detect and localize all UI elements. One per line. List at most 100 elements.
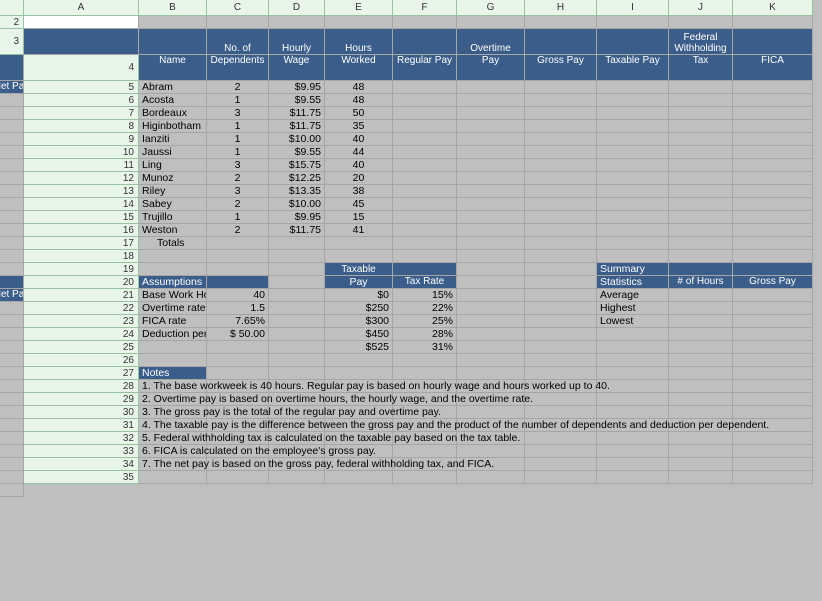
cell-E35[interactable] — [393, 471, 457, 484]
cell-F22[interactable] — [457, 302, 525, 315]
cell-A5[interactable]: Abram — [139, 81, 207, 94]
cell-A22[interactable]: Overtime rate — [139, 302, 207, 315]
cell-E14[interactable] — [393, 198, 457, 211]
cell-J23[interactable] — [733, 315, 813, 328]
cell-H34[interactable] — [597, 458, 669, 471]
cell-E13[interactable] — [393, 185, 457, 198]
cell-D16[interactable]: 41 — [325, 224, 393, 237]
cell-D27[interactable] — [325, 367, 393, 380]
cell-A35[interactable] — [139, 471, 207, 484]
cell-J17[interactable] — [733, 237, 813, 250]
row-header-30[interactable]: 30 — [24, 406, 139, 419]
cell-F24[interactable] — [457, 328, 525, 341]
cell-D9[interactable]: 40 — [325, 133, 393, 146]
cell-D5[interactable]: 48 — [325, 81, 393, 94]
cell-B5[interactable]: 2 — [207, 81, 269, 94]
row-header-21[interactable]: 21 — [24, 289, 139, 302]
cell-K32[interactable] — [0, 445, 24, 458]
row-header-15[interactable]: 15 — [24, 211, 139, 224]
note-31[interactable]: 4. The taxable pay is the difference bet… — [139, 419, 207, 432]
cell-J9[interactable] — [733, 133, 813, 146]
note-33[interactable]: 6. FICA is calculated on the employee's … — [139, 445, 207, 458]
cell-E7[interactable] — [393, 107, 457, 120]
cell-G21[interactable] — [525, 289, 597, 302]
cell-F19[interactable] — [457, 263, 525, 276]
cell-E19[interactable] — [393, 263, 457, 276]
cell-F5[interactable] — [457, 81, 525, 94]
cell-A11[interactable]: Ling — [139, 159, 207, 172]
cell-B2[interactable] — [139, 16, 207, 29]
cell-E25[interactable]: 31% — [393, 341, 457, 354]
row-header-7[interactable]: 7 — [24, 107, 139, 120]
cell-I21[interactable] — [669, 289, 733, 302]
cell-I10[interactable] — [669, 146, 733, 159]
row-header-5[interactable]: 5 — [24, 81, 139, 94]
cell-J5[interactable] — [733, 81, 813, 94]
cell-C16[interactable]: $11.75 — [269, 224, 325, 237]
cell-E6[interactable] — [393, 94, 457, 107]
spreadsheet-grid[interactable]: ABCDEFGHIJK23No. ofHourlyHoursOvertimeFe… — [0, 0, 822, 601]
cell-D23[interactable]: $300 — [325, 315, 393, 328]
cell-F23[interactable] — [457, 315, 525, 328]
cell-K26[interactable] — [0, 367, 24, 380]
cell-E23[interactable]: 25% — [393, 315, 457, 328]
cell-B13[interactable]: 3 — [207, 185, 269, 198]
cell-K14[interactable] — [0, 211, 24, 224]
cell-J16[interactable] — [733, 224, 813, 237]
cell-G5[interactable] — [525, 81, 597, 94]
cell-B26[interactable] — [207, 354, 269, 367]
cell-G34[interactable] — [525, 458, 597, 471]
cell-B14[interactable]: 2 — [207, 198, 269, 211]
cell-H11[interactable] — [597, 159, 669, 172]
cell-G20[interactable] — [525, 276, 597, 289]
cell-J7[interactable] — [733, 107, 813, 120]
cell-F21[interactable] — [457, 289, 525, 302]
cell-I26[interactable] — [669, 354, 733, 367]
cell-D18[interactable] — [325, 250, 393, 263]
col-header-K[interactable]: K — [733, 0, 813, 16]
cell-A8[interactable]: Higinbotham — [139, 120, 207, 133]
cell-E12[interactable] — [393, 172, 457, 185]
cell-C9[interactable]: $10.00 — [269, 133, 325, 146]
row-header-16[interactable]: 16 — [24, 224, 139, 237]
row-header-28[interactable]: 28 — [24, 380, 139, 393]
cell-J14[interactable] — [733, 198, 813, 211]
row-header-22[interactable]: 22 — [24, 302, 139, 315]
cell-B21[interactable]: 40 — [207, 289, 269, 302]
corner-cell[interactable] — [0, 0, 24, 16]
cell-C19[interactable] — [269, 263, 325, 276]
cell-I22[interactable] — [669, 302, 733, 315]
cell-F16[interactable] — [457, 224, 525, 237]
cell-K17[interactable] — [0, 250, 24, 263]
cell-E26[interactable] — [393, 354, 457, 367]
cell-C35[interactable] — [269, 471, 325, 484]
cell-B23[interactable]: 7.65% — [207, 315, 269, 328]
cell-C17[interactable] — [269, 237, 325, 250]
cell-K27[interactable] — [0, 380, 24, 393]
cell-B25[interactable] — [207, 341, 269, 354]
cell-J34[interactable] — [733, 458, 813, 471]
cell-B24[interactable]: $ 50.00 — [207, 328, 269, 341]
cell-G22[interactable] — [525, 302, 597, 315]
cell-I23[interactable] — [669, 315, 733, 328]
cell-I16[interactable] — [669, 224, 733, 237]
cell-D12[interactable]: 20 — [325, 172, 393, 185]
cell-D6[interactable]: 48 — [325, 94, 393, 107]
cell-F15[interactable] — [457, 211, 525, 224]
cell-F9[interactable] — [457, 133, 525, 146]
row-header-13[interactable]: 13 — [24, 185, 139, 198]
cell-A19[interactable] — [139, 263, 207, 276]
cell-D2[interactable] — [269, 16, 325, 29]
cell-J22[interactable] — [733, 302, 813, 315]
note-30[interactable]: 3. The gross pay is the total of the reg… — [139, 406, 207, 419]
cell-A16[interactable]: Weston — [139, 224, 207, 237]
cell-K15[interactable] — [0, 224, 24, 237]
cell-I25[interactable] — [669, 341, 733, 354]
row-header-4[interactable]: 4 — [24, 55, 139, 81]
note-29[interactable]: 2. Overtime pay is based on overtime hou… — [139, 393, 207, 406]
cell-H9[interactable] — [597, 133, 669, 146]
cell-E9[interactable] — [393, 133, 457, 146]
cell-G29[interactable] — [525, 393, 597, 406]
cell-H18[interactable] — [597, 250, 669, 263]
cell-C11[interactable]: $15.75 — [269, 159, 325, 172]
